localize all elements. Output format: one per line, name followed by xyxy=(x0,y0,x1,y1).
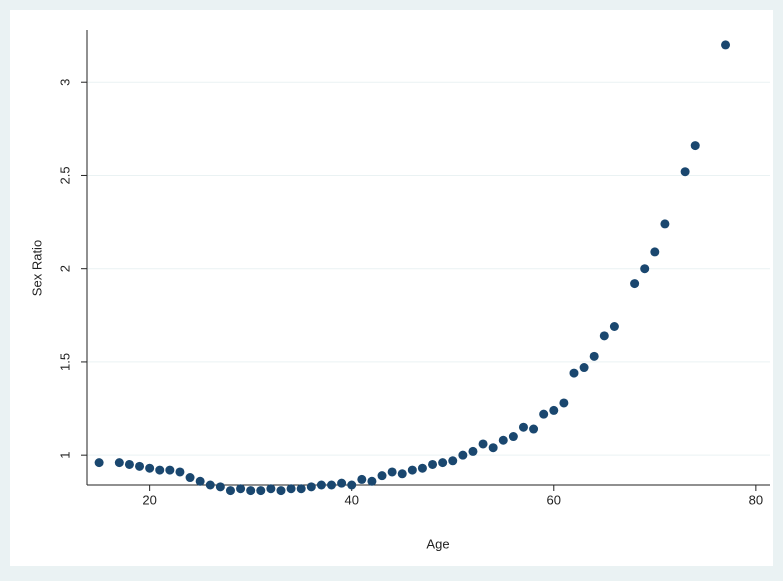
point xyxy=(529,424,539,434)
point xyxy=(286,484,296,494)
point xyxy=(266,484,276,494)
point xyxy=(660,219,670,229)
point xyxy=(276,486,286,496)
point xyxy=(94,458,104,468)
point xyxy=(609,321,619,331)
point xyxy=(367,476,377,486)
point xyxy=(478,439,488,449)
point xyxy=(640,264,650,274)
point xyxy=(650,247,660,257)
point xyxy=(185,473,195,483)
point xyxy=(155,465,165,475)
point xyxy=(599,331,609,341)
point xyxy=(488,443,498,453)
point xyxy=(448,456,458,466)
point xyxy=(417,463,427,473)
point xyxy=(357,474,367,484)
point xyxy=(165,465,175,475)
point xyxy=(296,484,306,494)
y-tick-label: 1 xyxy=(57,452,72,459)
point xyxy=(135,461,145,471)
point xyxy=(438,458,448,468)
y-tick-label: 3 xyxy=(57,79,72,86)
point xyxy=(306,482,316,492)
point xyxy=(559,398,569,408)
point xyxy=(205,480,215,490)
y-tick-label: 2.5 xyxy=(57,166,72,184)
x-tick-label: 20 xyxy=(142,492,156,507)
point xyxy=(468,446,478,456)
point xyxy=(246,486,256,496)
point xyxy=(347,480,357,490)
y-tick-label: 1.5 xyxy=(57,353,72,371)
x-tick-label: 60 xyxy=(547,492,561,507)
point xyxy=(549,405,559,415)
x-tick-label: 80 xyxy=(749,492,763,507)
x-axis-label: Age xyxy=(426,536,449,551)
y-tick-label: 2 xyxy=(57,265,72,272)
point xyxy=(569,368,579,378)
point xyxy=(114,458,124,468)
point xyxy=(397,469,407,479)
point xyxy=(256,486,266,496)
point xyxy=(145,463,155,473)
point xyxy=(316,480,326,490)
point xyxy=(721,40,731,50)
point xyxy=(589,351,599,361)
point xyxy=(124,459,134,469)
point xyxy=(195,476,205,486)
x-tick-label: 40 xyxy=(344,492,358,507)
point xyxy=(377,471,387,481)
point xyxy=(539,409,549,419)
y-axis-label: Sex Ratio xyxy=(29,240,44,296)
point xyxy=(236,484,246,494)
point xyxy=(690,141,700,151)
point xyxy=(498,435,508,445)
point xyxy=(215,482,225,492)
point xyxy=(407,465,417,475)
plot-frame xyxy=(10,10,773,566)
point xyxy=(337,478,347,488)
point xyxy=(680,167,690,177)
point xyxy=(428,459,438,469)
point xyxy=(225,486,235,496)
point xyxy=(508,432,518,442)
point xyxy=(579,363,589,373)
point xyxy=(458,450,468,460)
point xyxy=(518,422,528,432)
point xyxy=(387,467,397,477)
point xyxy=(327,480,337,490)
point xyxy=(175,467,185,477)
point xyxy=(630,279,640,289)
